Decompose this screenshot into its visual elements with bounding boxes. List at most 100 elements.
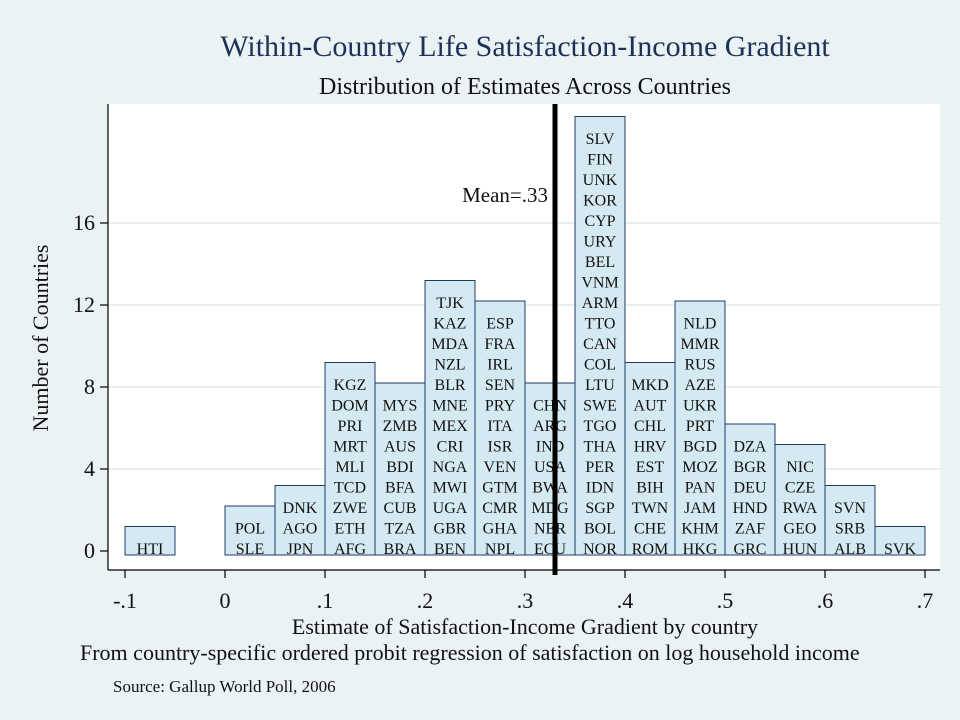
histogram-bar (774, 444, 826, 556)
country-code-label: CZE (785, 480, 815, 497)
histogram-bar (674, 300, 726, 556)
country-code-label: CYP (584, 213, 615, 230)
country-code-label: POL (235, 521, 265, 538)
country-code-label: HTI (137, 541, 164, 558)
country-code-label: UNK (583, 172, 618, 189)
x-tick-label: .2 (417, 588, 434, 613)
country-code-label: CHN (533, 398, 567, 415)
country-code-label: ZAF (735, 521, 765, 538)
country-code-label: PRI (338, 418, 363, 435)
country-code-label: CHE (634, 521, 666, 538)
country-code-label: SVN (834, 500, 866, 517)
country-code-label: MEX (432, 418, 468, 435)
country-code-label: THA (584, 439, 617, 456)
country-code-label: CHL (634, 418, 666, 435)
country-code-label: BRA (384, 541, 417, 558)
country-code-label: JPN (287, 541, 314, 558)
country-code-label: BEL (585, 254, 615, 271)
country-code-label: ETH (334, 521, 366, 538)
country-code-label: GTM (482, 480, 518, 497)
country-code-label: ALB (834, 541, 866, 558)
country-code-label: SLV (586, 131, 615, 148)
country-code-label: DOM (331, 398, 368, 415)
country-code-label: KHM (681, 521, 718, 538)
country-code-label: EST (636, 459, 665, 476)
country-code-label: HND (733, 500, 768, 517)
country-code-label: IDN (586, 480, 615, 497)
country-code-label: BIH (636, 480, 664, 497)
histogram-bar (524, 382, 576, 556)
x-tick-label: .1 (317, 588, 334, 613)
x-tick-label: .3 (517, 588, 534, 613)
country-code-label: HUN (783, 541, 818, 558)
country-code-label: IND (536, 439, 564, 456)
country-code-label: MYS (383, 398, 418, 415)
country-code-label: SWE (583, 398, 617, 415)
country-code-label: MDG (531, 500, 569, 517)
country-code-label: PRY (485, 398, 516, 415)
country-code-label: RWA (783, 500, 818, 517)
country-code-label: MOZ (682, 459, 718, 476)
histogram-bar (724, 423, 776, 556)
country-code-label: AGO (283, 521, 318, 538)
country-code-label: TCD (334, 480, 366, 497)
y-tick-label: 12 (73, 292, 95, 317)
country-code-label: MMR (680, 336, 719, 353)
axes: 0 4 8 12 16 -.1 0 .1 .2 .3 .4 .5 .6 .7 (73, 104, 940, 613)
chart-note: From country-specific ordered probit reg… (80, 640, 860, 665)
country-code-label: VEN (484, 459, 517, 476)
country-code-label: BGD (683, 439, 717, 456)
country-code-label: ARM (582, 295, 618, 312)
country-code-label: NLD (684, 316, 717, 333)
country-code-label: BLR (434, 377, 465, 394)
country-code-label: GHA (483, 521, 518, 538)
y-tick-label: 4 (84, 456, 95, 481)
country-code-label: AUS (384, 439, 416, 456)
histogram-bar (274, 485, 326, 556)
country-code-label: FRA (484, 336, 516, 353)
country-code-label: DEU (734, 480, 767, 497)
country-code-label: IRL (487, 357, 513, 374)
country-code-label: MDA (431, 336, 469, 353)
country-code-label: NPL (485, 541, 515, 558)
country-code-label: BFA (385, 480, 415, 497)
country-code-label: JAM (684, 500, 716, 517)
country-code-label: AFG (334, 541, 366, 558)
country-code-label: AZE (684, 377, 715, 394)
country-code-label: GRC (734, 541, 767, 558)
country-code-label: UGA (433, 500, 468, 517)
x-tick-label: .5 (717, 588, 734, 613)
country-code-label: ESP (486, 316, 514, 333)
country-code-label: LTU (585, 377, 615, 394)
country-code-label: ARG (533, 418, 567, 435)
country-code-label: PER (585, 459, 615, 476)
country-code-label: FIN (587, 152, 613, 169)
country-code-label: TTO (585, 316, 616, 333)
chart-subtitle: Distribution of Estimates Across Countri… (319, 74, 731, 100)
country-code-label: TWN (632, 500, 669, 517)
country-code-label: CUB (384, 500, 417, 517)
histogram-bar (824, 485, 876, 556)
country-code-label: UKR (683, 398, 717, 415)
country-code-label: SVK (884, 541, 916, 558)
country-code-label: ZWE (333, 500, 368, 517)
country-code-label: KOR (583, 193, 617, 210)
histogram-bar (124, 526, 176, 556)
x-axis-title: Estimate of Satisfaction-Income Gradient… (292, 614, 758, 639)
country-code-label: BOL (584, 521, 616, 538)
country-code-label: TGO (584, 418, 617, 435)
country-code-label: NIC (786, 459, 814, 476)
country-code-label: URY (584, 234, 617, 251)
country-code-label: NZL (434, 357, 465, 374)
country-code-label: BGR (734, 459, 767, 476)
x-tick-label: 0 (220, 588, 231, 613)
country-code-label: NGA (433, 459, 468, 476)
country-code-label: NER (534, 521, 566, 538)
country-code-label: COL (584, 357, 616, 374)
country-code-label: HRV (634, 439, 667, 456)
chart-title: Within-Country Life Satisfaction-Income … (220, 30, 830, 63)
country-code-label: MRT (333, 439, 367, 456)
histogram-bar (424, 280, 476, 556)
country-code-label: ITA (487, 418, 513, 435)
